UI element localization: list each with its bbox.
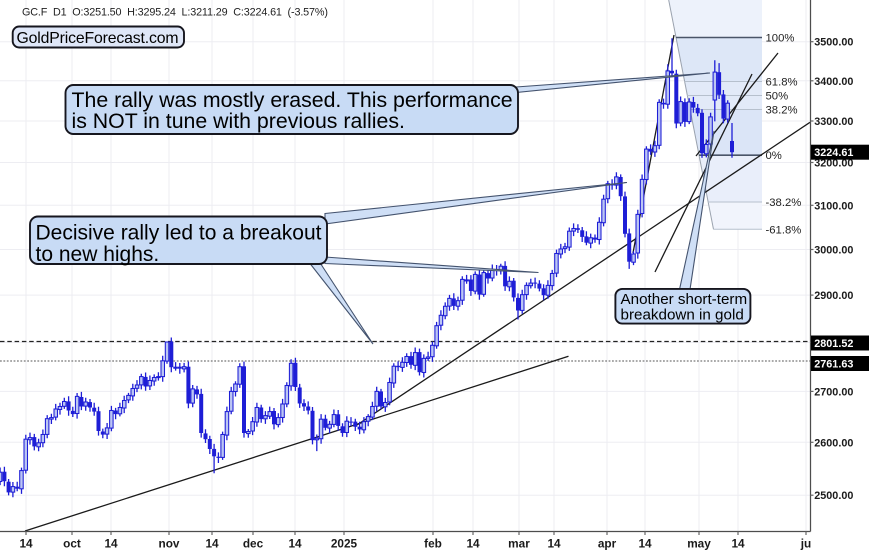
svg-text:14: 14 xyxy=(731,537,745,551)
svg-text:14: 14 xyxy=(547,537,561,551)
svg-text:may: may xyxy=(687,537,711,551)
svg-text:-61.8%: -61.8% xyxy=(766,224,802,236)
svg-text:3400.00: 3400.00 xyxy=(814,76,853,88)
svg-text:100%: 100% xyxy=(766,33,795,45)
svg-text:2761.63: 2761.63 xyxy=(814,359,853,371)
svg-text:14: 14 xyxy=(205,537,219,551)
svg-text:GC.F D1 O:3251.50 H:3295.24: GC.F D1 O:3251.50 H:3295.24 L:3211.29 C:… xyxy=(22,7,328,19)
svg-text:ju: ju xyxy=(800,537,811,551)
svg-text:dec: dec xyxy=(243,537,264,551)
svg-text:2900.00: 2900.00 xyxy=(814,290,853,302)
svg-text:3100.00: 3100.00 xyxy=(814,200,853,212)
svg-text:0%: 0% xyxy=(766,150,782,162)
svg-text:50%: 50% xyxy=(766,91,789,103)
svg-text:The rally was mostly erased. T: The rally was mostly erased. This perfor… xyxy=(72,88,513,112)
svg-text:mar: mar xyxy=(508,537,530,551)
svg-text:feb: feb xyxy=(424,537,442,551)
svg-text:-38.2%: -38.2% xyxy=(766,197,802,209)
svg-text:3224.61: 3224.61 xyxy=(814,147,853,159)
svg-text:2025: 2025 xyxy=(331,537,358,551)
svg-text:3000.00: 3000.00 xyxy=(814,245,853,257)
svg-text:oct: oct xyxy=(63,537,81,551)
svg-text:14: 14 xyxy=(104,537,118,551)
svg-text:14: 14 xyxy=(638,537,652,551)
svg-text:2500.00: 2500.00 xyxy=(814,490,853,502)
svg-text:nov: nov xyxy=(159,537,180,551)
svg-text:14: 14 xyxy=(19,537,33,551)
svg-text:61.8%: 61.8% xyxy=(766,77,798,89)
svg-text:3300.00: 3300.00 xyxy=(814,116,853,128)
svg-text:14: 14 xyxy=(288,537,302,551)
svg-text:is NOT in tune with previous r: is NOT in tune with previous rallies. xyxy=(72,109,405,133)
svg-text:GoldPriceForecast.com: GoldPriceForecast.com xyxy=(17,30,179,47)
svg-text:3500.00: 3500.00 xyxy=(814,37,853,49)
svg-text:2801.52: 2801.52 xyxy=(814,338,853,350)
svg-text:to new highs.: to new highs. xyxy=(36,243,160,266)
svg-text:2700.00: 2700.00 xyxy=(814,386,853,398)
svg-text:3200.00: 3200.00 xyxy=(814,158,853,170)
svg-text:38.2%: 38.2% xyxy=(766,105,798,117)
svg-text:breakdown in gold: breakdown in gold xyxy=(621,306,744,323)
svg-text:apr: apr xyxy=(598,537,617,551)
svg-text:2600.00: 2600.00 xyxy=(814,437,853,449)
svg-text:14: 14 xyxy=(466,537,480,551)
svg-text:Another short-term: Another short-term xyxy=(621,291,748,308)
svg-text:Decisive rally led to a breako: Decisive rally led to a breakout xyxy=(36,222,322,245)
